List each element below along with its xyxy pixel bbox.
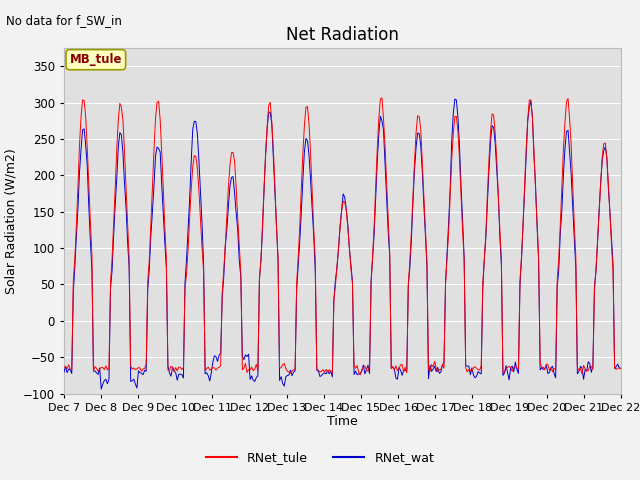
RNet_wat [130,376,138,382]
RNet_wat [246,377,254,383]
Text: MB_tule: MB_tule [70,53,122,66]
Legend: RNet_tule, RNet_wat: RNet_tule, RNet_wat [201,446,439,469]
RNet_tule [60,364,68,370]
RNet_wat [255,276,263,282]
RNet_tule [378,95,386,101]
RNet_wat [451,96,459,102]
RNet_wat [617,365,625,371]
Line: RNet_tule: RNet_tule [64,98,621,375]
Text: No data for f_SW_in: No data for f_SW_in [6,14,122,27]
RNet_tule [226,162,234,168]
RNet_tule [254,368,262,374]
RNet_wat [228,175,236,180]
RNet_wat [305,153,313,159]
RNet_wat [60,370,68,375]
RNet_tule [244,367,252,372]
RNet_tule [589,366,596,372]
Y-axis label: Solar Radiation (W/m2): Solar Radiation (W/m2) [4,148,17,294]
X-axis label: Time: Time [327,415,358,429]
Title: Net Radiation: Net Radiation [286,25,399,44]
RNet_tule [129,366,136,372]
RNet_wat [589,363,596,369]
RNet_tule [303,104,311,109]
RNet_tule [356,372,364,378]
RNet_tule [617,366,625,372]
Line: RNet_wat: RNet_wat [64,99,621,389]
RNet_wat [97,386,105,392]
